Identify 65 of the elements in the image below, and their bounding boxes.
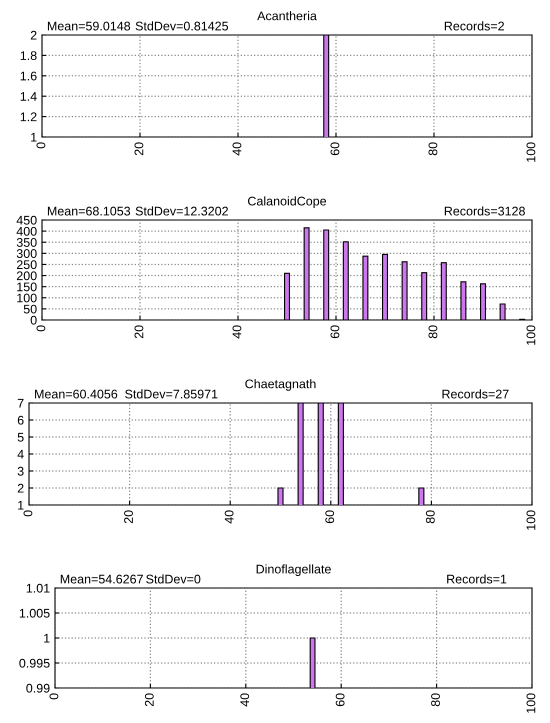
x-tick-label: 40 <box>240 693 250 706</box>
text: Records=2 <box>444 21 504 30</box>
chart-title: Chaetagnath <box>245 379 316 391</box>
x-tick-label: 60 <box>330 325 340 338</box>
x-tick-label: 20 <box>144 693 154 706</box>
y-tick-label: 400 <box>16 226 37 236</box>
y-tick-label: 250 <box>16 260 37 270</box>
y-tick-label: 0 <box>30 316 37 325</box>
text: Mean=68.1053 <box>48 206 130 216</box>
y-tick-label: 1.4 <box>20 92 37 101</box>
x-tick-label: 0 <box>50 693 58 700</box>
x-tick-label: 80 <box>428 142 438 156</box>
text: StdDev=0 <box>146 574 200 584</box>
x-tick-label: 100 <box>526 325 536 345</box>
y-tick-label: 200 <box>16 271 37 280</box>
y-tick-label: 6 <box>18 416 24 425</box>
text: Records=3128 <box>444 206 525 216</box>
y-tick-label: 450 <box>16 216 37 225</box>
x-tick-label: 60 <box>325 510 334 524</box>
text: StdDev=12.3202 <box>136 206 228 216</box>
y-tick-label: 1.6 <box>20 72 37 80</box>
y-tick-label: 0.99 <box>26 684 50 693</box>
x-tick-label: 80 <box>431 693 440 706</box>
x-tick-label: 100 <box>526 142 536 162</box>
y-tick-label: 1 <box>44 634 50 643</box>
y-tick-label: 0.995 <box>19 658 50 668</box>
chart-title: Acantheria <box>257 11 317 20</box>
x-tick-label: 80 <box>428 325 438 338</box>
y-tick-label: 1.8 <box>20 51 37 60</box>
y-tick-label: 50 <box>24 304 37 314</box>
x-tick-label: 40 <box>232 325 242 338</box>
y-tick-label: 300 <box>16 249 37 258</box>
y-tick-label: 150 <box>17 282 37 292</box>
x-tick-label: 20 <box>134 325 144 338</box>
y-tick-label: 5 <box>18 432 24 442</box>
y-tick-label: 100 <box>17 294 37 302</box>
text: Mean=60.4056 <box>35 390 118 398</box>
y-tick-label: 1 <box>31 132 37 142</box>
y-tick-label: 2 <box>18 484 24 493</box>
x-tick-label: 40 <box>232 142 242 156</box>
x-tick-label: 80 <box>426 510 435 524</box>
y-tick-label: 2 <box>30 30 37 40</box>
chart-title: Dinoflagellate <box>256 564 331 576</box>
y-tick-label: 1.005 <box>20 608 50 618</box>
x-tick-label: 20 <box>134 142 144 156</box>
y-tick-label: 3 <box>18 466 24 476</box>
text: Records=1 <box>447 574 506 584</box>
y-tick-label: 1 <box>18 500 24 510</box>
y-tick-label: 1.2 <box>20 112 37 122</box>
y-tick-label: 1.01 <box>26 584 50 593</box>
text: StdDev=7.85971 <box>125 389 218 398</box>
text: Mean=54.6267 <box>60 574 143 584</box>
x-tick-label: 40 <box>224 510 234 524</box>
x-tick-label: 100 <box>526 693 536 713</box>
chart-title: CalanoidCope <box>248 196 326 208</box>
x-tick-label: 20 <box>124 510 133 524</box>
y-tick-label: 7 <box>18 398 24 408</box>
x-tick-label: 100 <box>526 510 536 530</box>
text: Mean=59.0148 <box>48 22 130 30</box>
text: Records=27 <box>442 389 509 398</box>
text: StdDev=0.81425 <box>136 21 228 30</box>
y-tick-label: 350 <box>16 238 37 247</box>
x-tick-label: 60 <box>336 693 345 706</box>
x-tick-label: 60 <box>330 142 340 156</box>
y-tick-label: 4 <box>17 450 24 459</box>
